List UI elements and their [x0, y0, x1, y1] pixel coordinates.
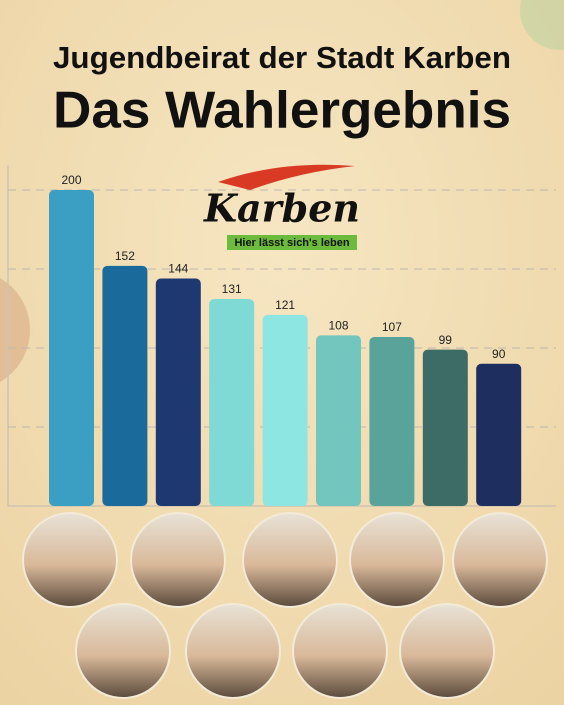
photo — [22, 512, 118, 608]
bar — [262, 314, 308, 506]
photo — [452, 512, 548, 608]
value-label: 90 — [492, 347, 506, 361]
photo — [349, 512, 445, 608]
bar — [369, 336, 415, 506]
bar — [102, 265, 148, 506]
value-label: 131 — [222, 282, 242, 296]
logo-band — [227, 235, 357, 250]
value-label: 144 — [168, 262, 188, 276]
photo — [242, 512, 338, 608]
bars: 200 152 144 131 121 108 107 99 90 — [49, 173, 522, 506]
photo — [292, 603, 388, 699]
bar — [209, 299, 255, 506]
logo-slogan: Hier lässt sich's leben — [234, 237, 349, 249]
logo-swoosh — [218, 164, 355, 190]
value-label: 107 — [382, 320, 402, 334]
decor — [520, 0, 564, 50]
value-label: 121 — [275, 298, 295, 312]
logo-name: Karben — [203, 186, 360, 231]
bar — [155, 278, 201, 506]
value-label: 152 — [115, 249, 135, 263]
value-label: 200 — [61, 173, 81, 187]
logo: Karben Hier lässt sich's leben — [203, 164, 360, 250]
bar — [49, 190, 94, 506]
photo — [399, 603, 495, 699]
title: Das Wahlergebnis — [53, 82, 511, 140]
photos — [22, 512, 548, 699]
photo — [130, 512, 226, 608]
value-label: 99 — [439, 333, 453, 347]
photo — [75, 603, 171, 699]
value-label: 108 — [328, 319, 348, 333]
bar — [476, 363, 522, 506]
photo — [185, 603, 281, 699]
bar — [316, 335, 361, 506]
subtitle: Jugendbeirat der Stadt Karben — [53, 40, 511, 75]
bar — [422, 349, 468, 506]
